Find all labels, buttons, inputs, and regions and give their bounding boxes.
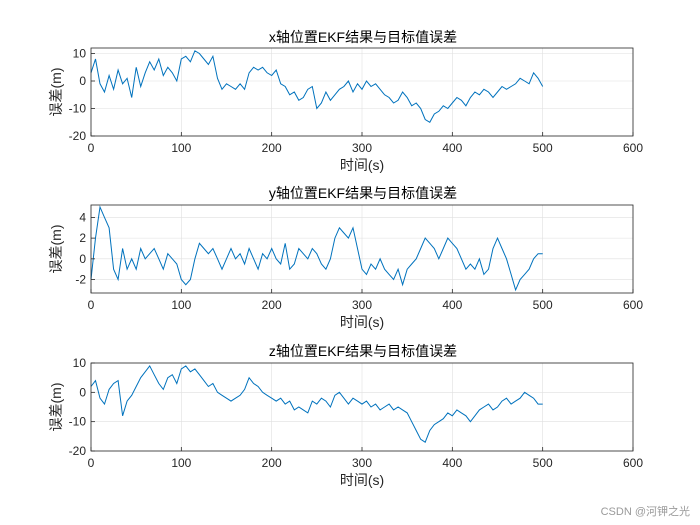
subplot-x-xtick-label: 200 — [262, 141, 282, 155]
subplot-x-ytick-label: -10 — [69, 102, 87, 116]
subplot-x-xtick-label: 300 — [352, 141, 372, 155]
subplot-y-xtick-label: 400 — [442, 298, 462, 312]
subplot-z-xtick-label: 400 — [442, 456, 462, 470]
subplot-x: x轴位置EKF结果与目标值误差 0 100 200 300 400 500 600-20-1… — [48, 29, 643, 173]
subplot-y: y轴位置EKF结果与目标值误差 0 100 200 300 400 500 600-2024… — [48, 185, 643, 330]
subplot-z: z轴位置EKF结果与目标值误差 0 100 200 300 400 500 600-20-1… — [48, 343, 643, 488]
subplot-z-grid — [90, 362, 634, 452]
subplot-z-ylabel: 误差(m) — [48, 383, 64, 432]
subplot-y-title: y轴位置EKF结果与目标值误差 — [269, 185, 457, 201]
subplot-z-ytick-label: -10 — [69, 415, 87, 429]
subplot-x-ytick-label: 10 — [73, 47, 87, 61]
subplot-x-xtick-label: 500 — [533, 141, 553, 155]
subplot-z-xlabel: 时间(s) — [340, 472, 384, 488]
subplot-x-ticks: 0 100 200 300 400 500 600 -20 -10 0 10 — [69, 47, 644, 156]
subplot-y-ytick-label: -2 — [75, 273, 86, 287]
subplot-y-ytick-label: 2 — [79, 231, 86, 245]
subplot-z-xtick-label: 500 — [533, 456, 553, 470]
subplot-x-grid — [90, 48, 634, 137]
subplot-y-xtick-label: 600 — [623, 298, 643, 312]
subplot-y-series-line — [90, 205, 543, 292]
subplot-z-xtick-label: 100 — [171, 456, 191, 470]
subplot-z-ytick-label: 10 — [73, 356, 87, 370]
subplot-x-xtick-label: 100 — [171, 141, 191, 155]
subplot-z-xtick-label: 200 — [262, 456, 282, 470]
subplot-y-grid — [90, 205, 634, 293]
subplot-x-xtick-label: 400 — [442, 141, 462, 155]
subplot-y-xtick-label: 500 — [533, 298, 553, 312]
subplot-z-ytick-label: -20 — [69, 444, 87, 458]
subplot-y-xtick-label: 200 — [262, 298, 282, 312]
subplot-y-ytick-label: 0 — [79, 252, 86, 266]
subplot-z-xtick-label: 600 — [623, 456, 643, 470]
subplot-x-xtick-label: 0 — [88, 141, 95, 155]
subplot-z-xtick-label: 0 — [88, 456, 95, 470]
subplot-z-title: z轴位置EKF结果与目标值误差 — [269, 343, 457, 359]
subplot-y-xtick-label: 100 — [171, 298, 191, 312]
subplot-y-xtick-label: 0 — [88, 298, 95, 312]
subplot-x-title: x轴位置EKF结果与目标值误差 — [269, 29, 457, 45]
subplot-y-ylabel: 误差(m) — [48, 225, 64, 274]
subplot-x-series-line — [90, 50, 544, 124]
subplot-x-ylabel: 误差(m) — [48, 68, 64, 117]
subplot-x-ytick-label: -20 — [69, 129, 87, 143]
subplot-z-ticks: 0 100 200 300 400 500 600 -20 -10 0 10 — [69, 356, 644, 470]
subplot-x-ytick-label: 0 — [79, 74, 86, 88]
subplot-x-xlabel: 时间(s) — [340, 157, 384, 173]
subplot-y-ytick-label: 4 — [79, 210, 86, 224]
subplot-z-xtick-label: 300 — [352, 456, 372, 470]
subplot-y-xlabel: 时间(s) — [340, 314, 384, 330]
subplot-y-xtick-label: 300 — [352, 298, 372, 312]
subplot-x-xtick-label: 600 — [623, 141, 643, 155]
watermark-text: CSDN @河钾之光 — [600, 506, 690, 518]
subplot-z-series-line — [90, 364, 543, 443]
subplot-z-ytick-label: 0 — [79, 385, 86, 399]
